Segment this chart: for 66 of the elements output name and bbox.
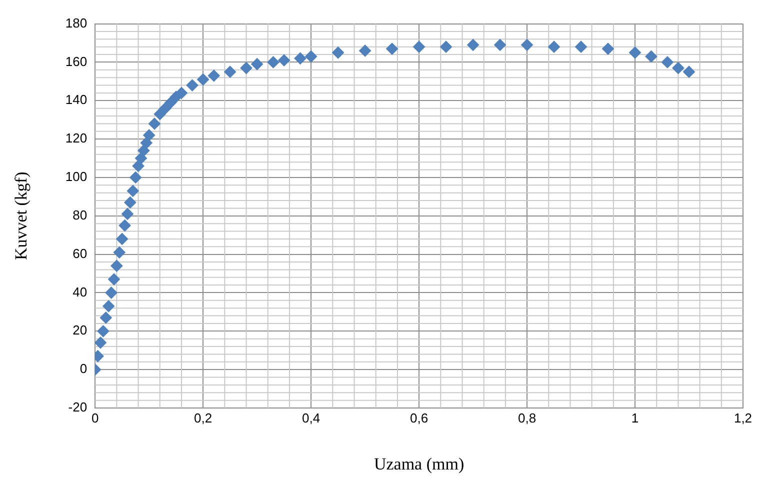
- y-tick-label: 60: [72, 246, 88, 261]
- point: [175, 86, 188, 99]
- point: [305, 50, 318, 62]
- y-tick-label: 180: [65, 15, 88, 30]
- point: [467, 38, 480, 51]
- point: [102, 300, 115, 312]
- point: [100, 312, 112, 324]
- point: [126, 184, 139, 197]
- point: [267, 56, 280, 68]
- point: [224, 66, 236, 78]
- y-tick-label: 140: [65, 92, 88, 108]
- point: [159, 102, 172, 114]
- point: [118, 220, 131, 232]
- point: [148, 118, 160, 130]
- point: [683, 66, 696, 78]
- y-axis-title: Kuvvet (kgf): [12, 172, 31, 260]
- point: [440, 40, 452, 53]
- y-tick-label: 0: [80, 361, 88, 376]
- point: [110, 260, 123, 272]
- point: [186, 79, 198, 92]
- point: [240, 62, 252, 74]
- point: [154, 108, 166, 120]
- point: [105, 286, 118, 299]
- point: [97, 325, 110, 338]
- x-axis-title: Uzama (mm): [374, 454, 464, 474]
- x-tick-label: 0,4: [302, 410, 320, 426]
- point: [494, 38, 506, 51]
- point: [108, 273, 120, 286]
- point: [359, 44, 372, 57]
- y-tick-label: 20: [72, 322, 88, 338]
- point: [294, 52, 306, 64]
- point: [143, 129, 156, 142]
- point: [629, 46, 642, 59]
- point: [413, 40, 426, 53]
- point: [208, 70, 220, 82]
- point: [575, 40, 588, 53]
- point: [197, 74, 210, 86]
- point: [672, 62, 684, 74]
- point: [521, 38, 534, 51]
- point: [95, 336, 106, 349]
- x-tick-label: 0,8: [518, 410, 536, 426]
- point: [130, 171, 142, 184]
- point: [278, 54, 290, 66]
- point: [548, 40, 560, 53]
- point: [645, 50, 658, 62]
- point: [164, 96, 177, 109]
- y-tick-label: 40: [72, 284, 88, 300]
- point: [251, 58, 264, 70]
- x-tick-label: 1: [631, 410, 639, 426]
- y-tick-label: 80: [72, 207, 88, 222]
- x-tick-label: 0,2: [194, 410, 212, 426]
- point: [661, 56, 674, 68]
- point: [113, 246, 126, 258]
- y-tick-label: 160: [65, 54, 88, 69]
- y-tick-label: -20: [68, 400, 88, 415]
- x-tick-label: 0: [91, 410, 99, 426]
- y-tick-label: 120: [65, 130, 88, 146]
- point: [116, 232, 128, 245]
- point: [121, 208, 134, 220]
- point: [386, 42, 398, 55]
- point: [124, 196, 136, 208]
- y-tick-label: 100: [65, 169, 88, 184]
- x-tick-label: 1,2: [734, 410, 752, 426]
- point: [602, 42, 614, 55]
- x-tick-label: 0,6: [410, 410, 428, 426]
- point: [332, 46, 344, 59]
